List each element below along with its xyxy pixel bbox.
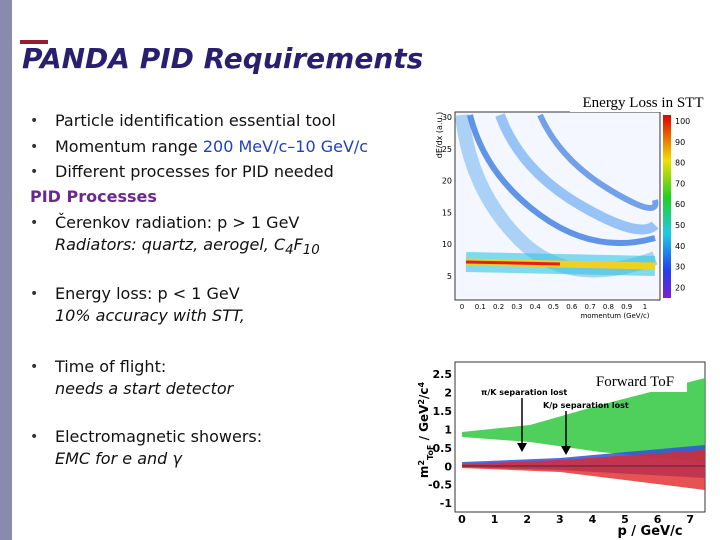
- colorbar-tick-label: 50: [675, 221, 685, 230]
- bullet: •: [30, 359, 39, 375]
- formula: C: [273, 235, 286, 254]
- annotation: π/K separation lost: [481, 388, 567, 397]
- y-tick-label: 10: [442, 240, 452, 249]
- y-tick-label: 20: [442, 177, 452, 186]
- process-title: Čerenkov radiation: p > 1 GeV: [55, 213, 300, 232]
- x-tick-label: 6: [654, 513, 662, 526]
- x-tick-label: 4: [589, 513, 597, 526]
- y-tick-label: 0: [444, 460, 452, 473]
- formula: F: [293, 235, 303, 254]
- y-tick-label: 30: [442, 113, 452, 122]
- label-part: ToF: [426, 445, 435, 460]
- label-part: 2: [417, 460, 426, 466]
- process-title: Energy loss: p < 1 GeV: [55, 284, 240, 303]
- tof-plot: Forward ToF π/K separation lost K/p sepa…: [417, 361, 706, 539]
- y-tick-label: 2: [444, 386, 452, 399]
- x-axis-label: momentum (GeV/c): [580, 312, 649, 320]
- x-tick-label: 0: [460, 303, 464, 311]
- formula: 4: [285, 243, 294, 259]
- process-detail: Radiators: quartz, aerogel, C4F10: [55, 235, 320, 258]
- x-tick-label: 0.6: [566, 303, 578, 311]
- detail-text: Radiators: quartz, aerogel,: [55, 235, 274, 254]
- colorbar-tick-label: 20: [675, 283, 685, 292]
- bullet: •: [30, 139, 39, 155]
- process-detail: EMC for e and γ: [55, 449, 182, 468]
- x-tick-label: 0.2: [493, 303, 504, 311]
- x-tick-label: 0.8: [603, 303, 614, 311]
- formula: 10: [302, 243, 320, 259]
- figure-caption: Forward ToF: [596, 374, 674, 390]
- x-tick-label: 5: [621, 513, 629, 526]
- y-tick-label: 1.5: [433, 405, 453, 418]
- y-tick-label: -0.5: [428, 479, 452, 492]
- bullet: •: [30, 215, 39, 231]
- side-bar: [0, 0, 12, 540]
- x-axis-label: p / GeV/c: [617, 524, 682, 539]
- label-part: / GeV: [417, 404, 431, 445]
- x-tick-label: 0.1: [475, 303, 486, 311]
- x-tick-label: 0: [458, 513, 466, 526]
- bullet-text: Particle identification essential tool: [55, 111, 336, 130]
- bullet: •: [30, 164, 39, 180]
- y-axis-label: m2ToF / GeV2/c4: [417, 382, 435, 479]
- figure-caption: Energy Loss in STT: [583, 95, 704, 111]
- y-tick-label: 15: [442, 208, 452, 217]
- title-overline: [20, 40, 48, 44]
- x-tick-label: 1: [643, 303, 647, 311]
- label-part: /c: [417, 388, 431, 400]
- annotation: K/p separation lost: [543, 401, 629, 410]
- highlight: 200 MeV/c–10 GeV/c: [202, 137, 369, 156]
- x-tick-label: 1: [491, 513, 499, 526]
- x-tick-label: 0.5: [548, 303, 559, 311]
- bullet: •: [30, 286, 39, 302]
- label-part: 4: [417, 382, 426, 388]
- label-part: m: [417, 466, 431, 479]
- label-part: 2: [417, 399, 426, 405]
- x-tick-label: 0.3: [511, 303, 522, 311]
- x-tick-label: 0.4: [530, 303, 542, 311]
- colorbar-tick-label: 40: [675, 242, 685, 251]
- bullet-text: Different processes for PID needed: [55, 162, 334, 181]
- bullet: •: [30, 113, 39, 129]
- process-title: Electromagnetic showers:: [55, 427, 263, 446]
- x-tick-label: 0.9: [621, 303, 632, 311]
- x-tick-label: 0.7: [585, 303, 596, 311]
- slide-title: PANDA PID Requirements: [22, 42, 424, 75]
- colorbar: [663, 115, 671, 298]
- bullet-text: Momentum range 200 MeV/c–10 GeV/c: [55, 137, 368, 156]
- x-tick-label: 2: [523, 513, 531, 526]
- x-tick-label: 7: [686, 513, 694, 526]
- section-title: PID Processes: [30, 187, 157, 206]
- y-tick-label: -1: [440, 497, 452, 510]
- process-detail: 10% accuracy with STT,: [55, 306, 245, 325]
- y-tick-label: 2.5: [433, 368, 453, 381]
- colorbar-tick-label: 70: [675, 179, 685, 188]
- process-title: Time of flight:: [55, 357, 167, 376]
- y-tick-label: 0.5: [433, 442, 453, 455]
- x-tick-label: 3: [556, 513, 564, 526]
- colorbar-tick-label: 100: [675, 117, 690, 126]
- process-detail: needs a start detector: [55, 379, 234, 398]
- y-tick-label: 25: [442, 145, 452, 154]
- y-tick-label: 5: [447, 272, 452, 281]
- y-tick-label: 1: [444, 423, 452, 436]
- colorbar-tick-label: 60: [675, 200, 685, 209]
- colorbar-tick-label: 90: [675, 138, 685, 147]
- colorbar-tick-label: 80: [675, 159, 685, 168]
- bullet-text: Momentum range: [55, 137, 203, 156]
- bullet: •: [30, 429, 39, 445]
- energy-loss-plot: Energy Loss in STT dE/dx (a.u.) momentum…: [435, 90, 716, 320]
- y-axis-label: dE/dx (a.u.): [435, 112, 444, 158]
- colorbar-tick-label: 30: [675, 263, 685, 272]
